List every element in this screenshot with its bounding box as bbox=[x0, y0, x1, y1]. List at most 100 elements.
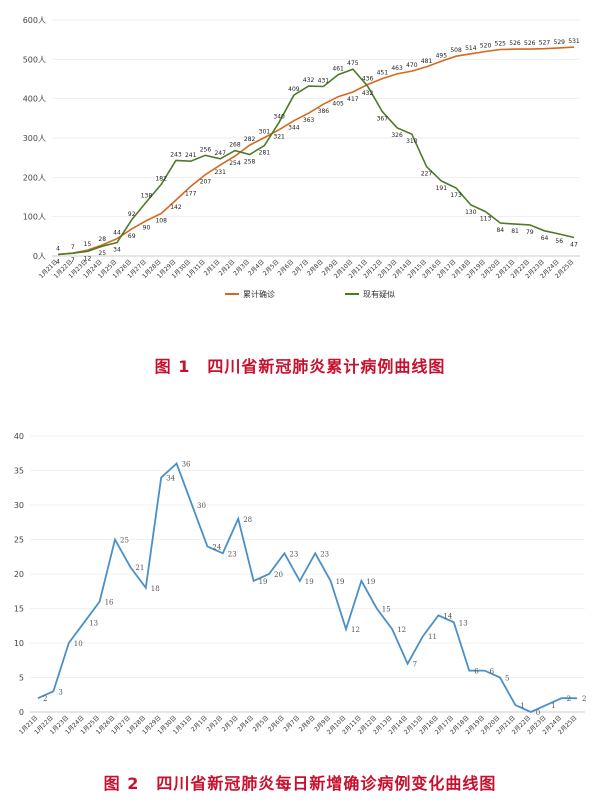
data-label: 11 bbox=[428, 633, 437, 641]
data-label: 6 bbox=[474, 668, 479, 676]
daily-new-cases-chart: 05101520253035401月21日1月22日1月23日1月24日1月25… bbox=[14, 432, 587, 736]
x-tick-label: 2月2日 bbox=[205, 714, 224, 733]
x-tick-label: 2月6日 bbox=[267, 714, 286, 733]
data-label: 432 bbox=[362, 90, 374, 97]
data-label: 531 bbox=[568, 38, 580, 45]
x-tick-label: 2月3日 bbox=[221, 714, 240, 733]
data-label: 113 bbox=[480, 216, 492, 223]
x-tick-label: 2月7日 bbox=[282, 714, 301, 733]
data-label: 108 bbox=[155, 218, 167, 225]
data-label: 1 bbox=[551, 702, 555, 710]
data-label: 12 bbox=[397, 626, 406, 634]
data-label: 340 bbox=[273, 113, 285, 120]
data-label: 7 bbox=[71, 257, 75, 264]
data-label: 84 bbox=[496, 227, 504, 234]
x-tick-label: 2月4日 bbox=[236, 714, 255, 733]
data-label: 0 bbox=[536, 709, 540, 717]
data-label: 19 bbox=[366, 578, 375, 586]
data-label: 231 bbox=[214, 169, 226, 176]
data-label: 526 bbox=[509, 40, 521, 47]
y-tick-label: 100人 bbox=[23, 213, 46, 222]
data-label: 16 bbox=[105, 599, 114, 607]
data-label: 321 bbox=[273, 134, 285, 141]
legend-label: 累计确诊 bbox=[243, 289, 275, 299]
data-label: 2 bbox=[43, 695, 47, 703]
data-label: 417 bbox=[347, 96, 359, 103]
data-label: 363 bbox=[303, 117, 315, 124]
data-label: 182 bbox=[155, 175, 167, 182]
data-label: 461 bbox=[332, 66, 344, 73]
data-label: 227 bbox=[421, 171, 433, 178]
data-label: 247 bbox=[214, 150, 226, 157]
data-label: 13 bbox=[89, 619, 98, 627]
data-label: 34 bbox=[113, 247, 121, 254]
data-label: 15 bbox=[382, 606, 391, 614]
data-label: 173 bbox=[450, 192, 462, 199]
y-tick-label: 0 bbox=[19, 708, 24, 717]
data-label: 7 bbox=[71, 244, 75, 251]
data-label: 436 bbox=[362, 76, 374, 83]
data-label: 23 bbox=[289, 550, 298, 558]
data-label: 525 bbox=[495, 41, 507, 48]
data-label: 367 bbox=[377, 116, 389, 123]
data-label: 28 bbox=[98, 236, 106, 243]
data-label: 25 bbox=[120, 537, 129, 545]
series-line-daily-new bbox=[37, 462, 577, 713]
data-label: 310 bbox=[406, 138, 418, 145]
data-label: 405 bbox=[332, 101, 344, 108]
y-tick-label: 30 bbox=[14, 501, 24, 510]
data-label: 386 bbox=[318, 108, 330, 115]
data-label: 19 bbox=[336, 578, 345, 586]
y-tick-label: 5 bbox=[19, 674, 24, 683]
data-label: 520 bbox=[480, 42, 492, 49]
data-label: 23 bbox=[228, 550, 237, 558]
data-label: 130 bbox=[465, 209, 477, 216]
data-label: 34 bbox=[166, 474, 175, 482]
data-label: 92 bbox=[128, 211, 136, 218]
data-label: 44 bbox=[113, 230, 121, 237]
x-tick-label: 2月5日 bbox=[252, 714, 271, 733]
data-label: 142 bbox=[170, 204, 182, 211]
data-label: 21 bbox=[135, 564, 144, 572]
data-label: 23 bbox=[320, 550, 329, 558]
y-tick-label: 35 bbox=[14, 467, 24, 476]
x-tick-label: 2月8日 bbox=[298, 714, 317, 733]
data-label: 5 bbox=[505, 675, 509, 683]
data-label: 19 bbox=[259, 578, 268, 586]
y-tick-label: 400人 bbox=[23, 95, 46, 104]
data-label: 508 bbox=[450, 47, 462, 54]
data-label: 207 bbox=[200, 179, 212, 186]
data-label: 475 bbox=[347, 60, 359, 67]
data-label: 463 bbox=[391, 65, 403, 72]
data-label: 470 bbox=[406, 62, 418, 69]
y-tick-label: 300人 bbox=[23, 134, 46, 143]
data-label: 79 bbox=[526, 229, 534, 236]
data-label: 3 bbox=[58, 688, 62, 696]
y-tick-label: 10 bbox=[14, 639, 24, 648]
y-tick-label: 600人 bbox=[23, 16, 46, 25]
data-label: 282 bbox=[244, 136, 256, 143]
figure-1-caption: 图 1 四川省新冠肺炎累计病例曲线图 bbox=[154, 357, 446, 376]
data-label: 12 bbox=[84, 255, 92, 262]
data-label: 409 bbox=[288, 86, 300, 93]
data-label: 14 bbox=[443, 612, 452, 620]
data-label: 47 bbox=[570, 242, 578, 249]
data-label: 18 bbox=[151, 585, 160, 593]
series-line-current-suspected bbox=[57, 68, 575, 256]
data-label: 241 bbox=[185, 152, 197, 159]
y-tick-label: 20 bbox=[14, 570, 24, 579]
data-label: 481 bbox=[421, 58, 433, 65]
y-tick-label: 25 bbox=[14, 536, 24, 545]
data-label: 138 bbox=[141, 193, 153, 200]
data-label: 2 bbox=[567, 695, 571, 703]
data-label: 24 bbox=[212, 543, 221, 551]
data-label: 191 bbox=[436, 185, 448, 192]
data-label: 243 bbox=[170, 151, 182, 158]
y-tick-label: 500人 bbox=[23, 55, 46, 64]
data-label: 25 bbox=[98, 250, 106, 257]
data-label: 258 bbox=[244, 159, 256, 166]
data-label: 431 bbox=[318, 77, 330, 84]
data-label: 15 bbox=[84, 241, 92, 248]
data-label: 514 bbox=[465, 45, 477, 52]
data-label: 20 bbox=[274, 571, 283, 579]
